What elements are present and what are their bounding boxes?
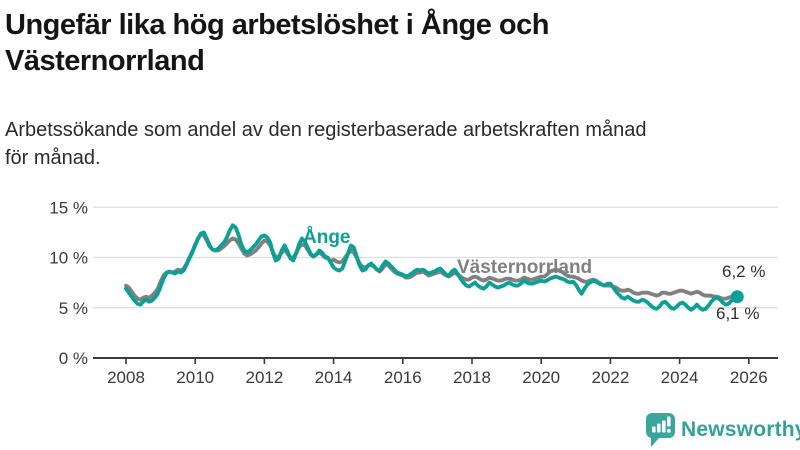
y-tick-label: 15 % [49, 198, 88, 217]
end-value-ange: 6,1 % [716, 304, 760, 323]
newsworthy-logo: Newsworthy [645, 412, 800, 448]
y-tick-label: 0 % [59, 349, 88, 368]
y-tick-label: 10 % [49, 249, 88, 268]
series-line-västernorrland [124, 232, 740, 302]
x-tick-label: 2012 [245, 368, 283, 387]
chart-subtitle-line2: för månad. [5, 147, 101, 169]
series-line-ånge [124, 223, 740, 312]
x-tick-label: 2014 [315, 368, 353, 387]
page-title-line1: Ungefär lika hög arbetslöshet i Ånge och [5, 9, 550, 41]
x-tick-label: 2022 [591, 368, 629, 387]
brand-name: Newsworthy [681, 418, 800, 441]
chart-subtitle-line1: Arbetssökande som andel av den registerb… [5, 119, 647, 141]
y-tick-label: 5 % [59, 299, 88, 318]
bar-chart-speech-bubble-icon [645, 413, 675, 447]
x-tick-label: 2010 [176, 368, 214, 387]
series-label-ange: Ånge [303, 227, 351, 248]
page-title-line2: Västernorrland [5, 45, 205, 77]
x-tick-label: 2026 [730, 368, 768, 387]
x-tick-label: 2018 [453, 368, 491, 387]
x-tick-label: 2016 [384, 368, 422, 387]
series-end-dot [730, 290, 744, 304]
end-value-vasternorrland: 6,2 % [722, 262, 766, 281]
x-tick-label: 2008 [107, 368, 145, 387]
x-tick-label: 2020 [522, 368, 560, 387]
x-tick-label: 2024 [661, 368, 699, 387]
series-label-vasternorrland: Västernorrland [457, 257, 593, 278]
